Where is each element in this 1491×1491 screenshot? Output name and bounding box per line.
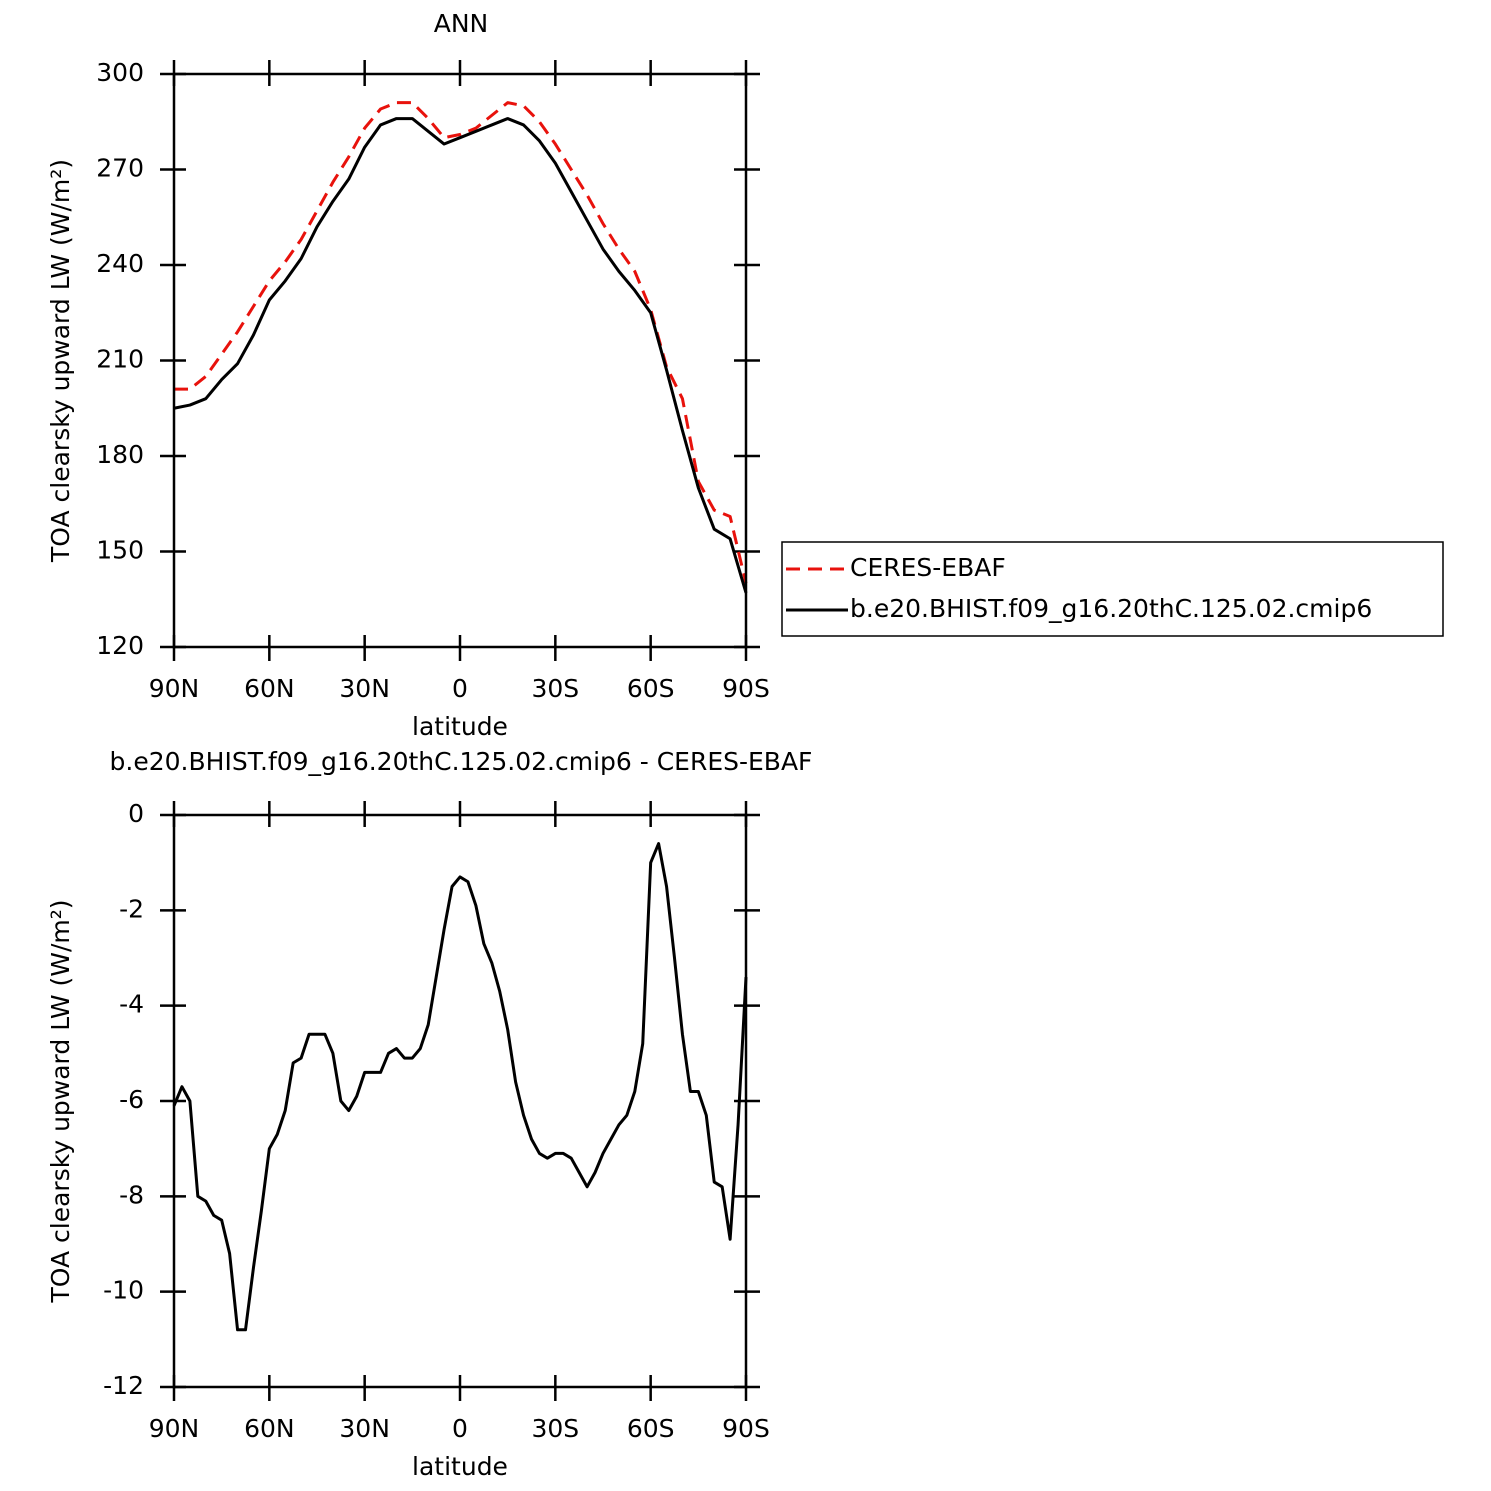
legend-box — [781, 541, 1444, 637]
y-tick-label: 240 — [96, 249, 144, 278]
y-tick-label: -4 — [119, 990, 144, 1019]
x-tick-label: 60S — [627, 1414, 675, 1443]
plot-frame — [172, 813, 748, 1389]
plot-frame — [172, 72, 748, 649]
data-line — [173, 117, 748, 594]
legend-label: b.e20.BHIST.f09_g16.20thC.125.02.cmip6 — [850, 594, 1372, 623]
x-tick-label: 30S — [531, 674, 579, 703]
x-tick-label: 90S — [722, 674, 770, 703]
y-tick-label: -12 — [103, 1371, 144, 1400]
y-tick-label: 120 — [96, 631, 144, 660]
y-tick-label: 0 — [128, 799, 144, 828]
x-axis-label: latitude — [412, 1452, 508, 1481]
y-tick-label: 300 — [96, 58, 144, 87]
x-axis-label: latitude — [412, 712, 508, 741]
x-tick-label: 0 — [452, 1414, 468, 1443]
x-tick-label: 30N — [339, 1414, 390, 1443]
x-tick-label: 90N — [149, 674, 200, 703]
y-tick-label: -6 — [119, 1085, 144, 1114]
y-tick-label: 270 — [96, 154, 144, 183]
x-tick-label: 30N — [339, 674, 390, 703]
y-tick-label: 150 — [96, 536, 144, 565]
legend-label: CERES-EBAF — [850, 553, 1006, 582]
data-line — [172, 842, 748, 1332]
x-tick-label: 90S — [722, 1414, 770, 1443]
y-axis-label: TOA clearsky upward LW (W/m²) — [46, 899, 75, 1303]
x-tick-label: 60N — [244, 674, 295, 703]
chart-title: b.e20.BHIST.f09_g16.20thC.125.02.cmip6 -… — [110, 747, 813, 776]
y-tick-label: 180 — [96, 440, 144, 469]
x-tick-label: 0 — [452, 674, 468, 703]
chart-title: ANN — [434, 9, 489, 38]
y-tick-label: -2 — [119, 894, 144, 923]
x-tick-label: 60N — [244, 1414, 295, 1443]
y-tick-label: -8 — [119, 1180, 144, 1209]
x-tick-label: 90N — [149, 1414, 200, 1443]
x-tick-label: 30S — [531, 1414, 579, 1443]
data-line — [174, 101, 748, 584]
y-axis-label: TOA clearsky upward LW (W/m²) — [46, 159, 75, 563]
x-tick-label: 60S — [627, 674, 675, 703]
y-tick-label: -10 — [103, 1276, 144, 1305]
y-tick-label: 210 — [96, 345, 144, 374]
